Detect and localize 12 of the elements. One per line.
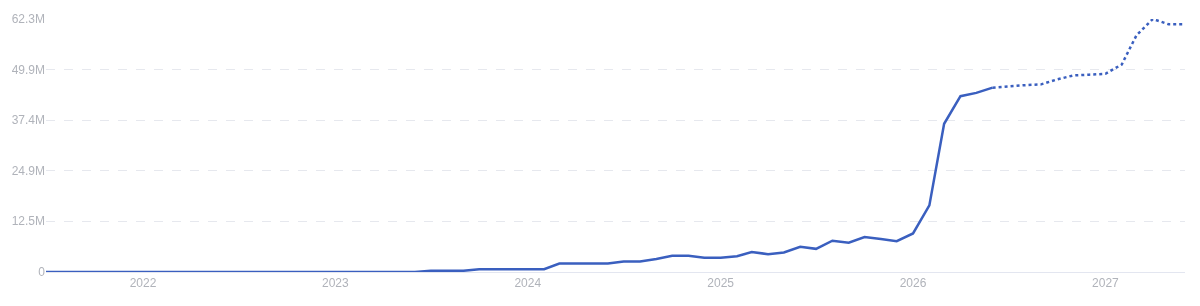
x-tick-label: 2027	[1092, 276, 1120, 291]
y-tick-label: 24.9M	[11, 164, 45, 179]
x-tick-label: 2022	[129, 276, 157, 291]
y-tick-label: 62.3M	[11, 12, 45, 27]
x-tick-label: 2026	[899, 276, 927, 291]
y-tick-label: 49.9M	[11, 62, 45, 77]
x-tick-label: 2025	[707, 276, 735, 291]
x-tick-label: 2024	[514, 276, 542, 291]
y-tick-label: 12.5M	[11, 214, 45, 229]
y-tick-label: 0	[38, 265, 46, 280]
x-tick-label: 2023	[322, 276, 350, 291]
y-tick-label: 37.4M	[11, 113, 45, 128]
